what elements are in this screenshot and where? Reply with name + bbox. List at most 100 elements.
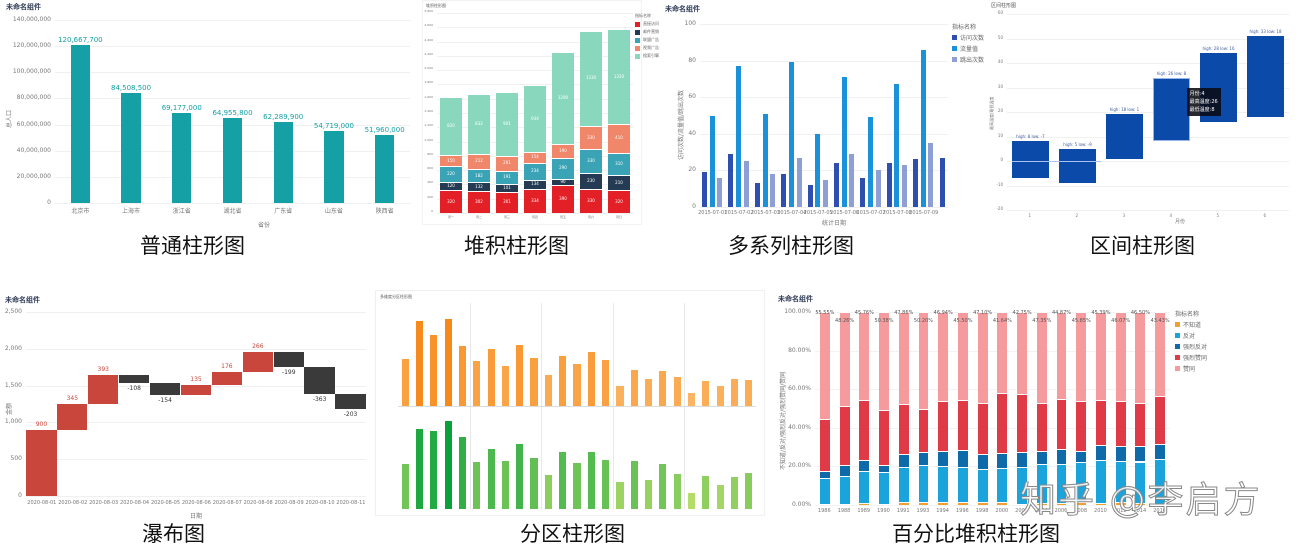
legend-item[interactable]: 赞同	[1175, 364, 1207, 373]
legend: 指标名称 不知道 反对 强烈反对 强烈赞同 赞同	[1175, 309, 1207, 373]
bar-segment	[552, 185, 574, 213]
bar	[928, 142, 934, 207]
bar-segment	[839, 465, 850, 477]
gridline	[1007, 112, 1289, 113]
y-tick-label: 0.00%	[791, 501, 811, 508]
bar	[939, 157, 945, 207]
y-tick-label: 40	[688, 129, 696, 137]
x-tick-label: 2020-08-04	[120, 500, 150, 506]
plot-area: 0.00% 20.00% 40.00% 60.00% 80.00% 100.00% 55.5…	[784, 308, 1170, 514]
bar	[807, 185, 813, 207]
legend-item[interactable]: 流量值	[952, 44, 984, 53]
segment-label: 310	[615, 161, 623, 167]
bar	[401, 359, 409, 406]
legend-item[interactable]: 不知道	[1175, 320, 1207, 329]
bar-segment	[1017, 503, 1027, 505]
segment-label: 390	[559, 196, 567, 202]
stacked-bar: 390 90 290 190 1290	[552, 13, 574, 213]
legend-label: 联盟广告	[643, 37, 659, 42]
bar-segment	[580, 189, 602, 213]
panel-title: 未命名组件	[778, 295, 813, 303]
section-divider	[398, 406, 756, 407]
x-axis-title: 月份	[1175, 219, 1186, 225]
bar	[501, 461, 509, 509]
legend-item[interactable]: 邮件营销	[635, 29, 659, 35]
bar-segment	[1096, 445, 1106, 461]
bar-segment	[938, 401, 949, 451]
bar	[815, 133, 821, 207]
y-tick-label: -20	[996, 206, 1003, 211]
bar	[659, 371, 667, 406]
bar-segment	[440, 181, 462, 191]
percent-stacked-bar	[1036, 312, 1047, 505]
y-tick-label: 2,000	[4, 344, 22, 352]
plot-area: 0 20 40 60 80 100 2015-07-01 2015-07-02 2015-07-…	[685, 20, 948, 216]
y-tick-label: 1,600	[424, 94, 433, 99]
bar-segment	[819, 478, 830, 504]
bar-segment	[977, 502, 988, 505]
percent-stacked-bar	[918, 312, 929, 505]
segment-label: 1330	[585, 75, 597, 81]
legend-item[interactable]: 强烈反对	[1175, 342, 1207, 351]
legend-item[interactable]: 跳出次数	[952, 55, 984, 64]
data-label: 48.26%	[835, 318, 855, 324]
y-tick-label: 800	[427, 151, 433, 156]
bar-segment	[1036, 312, 1047, 404]
x-tick-label: 2020-08-02	[58, 500, 88, 506]
x-tick-label: 2020-08-10	[305, 500, 335, 506]
gridline	[1007, 87, 1289, 89]
legend-swatch	[952, 35, 957, 40]
bar	[849, 153, 855, 207]
y-tick-label: 60,000,000	[16, 120, 51, 128]
waterfall-bar	[149, 383, 181, 395]
x-tick-label: 2015-07-07	[856, 210, 886, 216]
percent-stacked-bar	[839, 312, 850, 505]
gridline	[1007, 38, 1289, 40]
legend-item[interactable]: 反对	[1175, 331, 1207, 340]
percent-stacked-bar	[1115, 312, 1126, 505]
legend-item[interactable]: 强烈赞同	[1175, 353, 1207, 362]
bar-segment	[1076, 461, 1087, 503]
bar-segment	[1017, 312, 1027, 395]
bar-segment	[1096, 503, 1106, 505]
gridline	[815, 312, 1170, 313]
bar-segment	[918, 451, 929, 465]
caption-partitioned-bar: 分区柱形图	[520, 522, 625, 546]
percent-stacked-bar	[997, 312, 1008, 505]
x-tick-label: 2015-07-04	[777, 210, 807, 216]
panel-percent-stacked-bar: 未命名组件 不知道/反对/强烈反对/强烈赞同/赞同 指标名称 不知道 反对 强烈反对强…	[775, 285, 1299, 522]
y-axis-title: 不知道/反对/强烈反对/强烈赞同/赞同	[780, 371, 787, 470]
bar	[687, 393, 696, 406]
bar	[530, 357, 538, 406]
bar-segment	[1056, 448, 1067, 464]
x-tick-label: 周三	[503, 215, 510, 219]
legend-item[interactable]: 联盟广告	[635, 37, 659, 43]
legend-item[interactable]: 访问次数	[952, 33, 984, 42]
bar	[415, 429, 424, 509]
waterfall-bar	[242, 352, 273, 372]
bar-segment	[898, 312, 909, 404]
range-bar	[1153, 77, 1190, 142]
bar-segment	[524, 179, 546, 190]
segment-label: 832	[475, 121, 483, 127]
x-tick-label: 1991	[896, 508, 910, 514]
bar	[702, 380, 710, 406]
legend-item[interactable]: 直接访问	[635, 21, 659, 27]
gridline	[1007, 63, 1289, 64]
gridline	[26, 348, 366, 350]
data-label: 120,667,700	[58, 36, 103, 45]
bar-segment	[819, 312, 830, 420]
bar	[730, 476, 739, 509]
bar	[559, 451, 567, 509]
bar	[473, 462, 481, 509]
legend-swatch	[635, 53, 640, 59]
bar	[430, 335, 438, 406]
bar	[645, 378, 653, 406]
y-tick-label: 1,200	[424, 123, 433, 128]
bar-segment	[608, 123, 630, 153]
gridline	[1007, 14, 1289, 15]
segment-label: 101	[503, 184, 511, 190]
legend-item[interactable]: 搜索引擎	[635, 53, 659, 59]
legend-item[interactable]: 视频广告	[635, 45, 659, 51]
